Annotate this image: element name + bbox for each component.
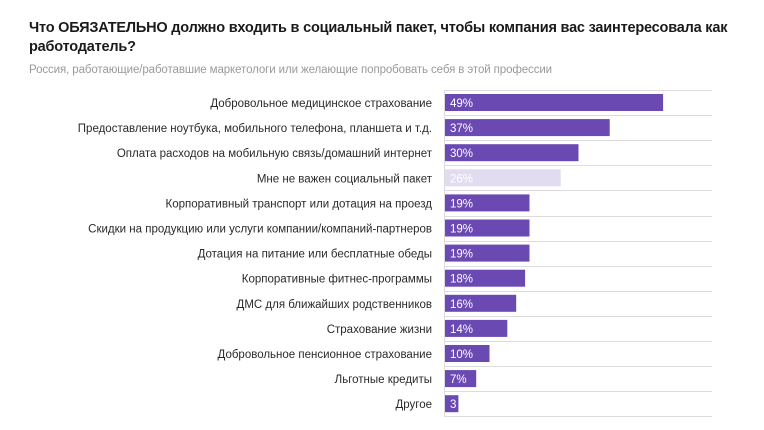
category-label: Страхование жизни bbox=[327, 324, 432, 336]
value-label: 18% bbox=[450, 274, 473, 286]
bar bbox=[445, 345, 490, 362]
bar bbox=[445, 219, 530, 237]
value-label: 37% bbox=[450, 123, 473, 135]
value-label: 19% bbox=[450, 224, 473, 236]
category-label: Другое bbox=[395, 399, 432, 411]
bar bbox=[445, 370, 477, 388]
chart-subtitle: Россия, работающие/работавшие маркетолог… bbox=[29, 64, 553, 76]
value-label: 26% bbox=[450, 173, 473, 185]
value-label: 16% bbox=[450, 299, 473, 311]
grid-layer bbox=[444, 90, 712, 417]
category-label: Добровольное медицинское страхование bbox=[210, 98, 432, 110]
bar bbox=[445, 294, 517, 312]
bar bbox=[445, 119, 610, 137]
category-label: Добровольное пенсионное страхование bbox=[218, 349, 432, 361]
value-label: 3 bbox=[450, 399, 456, 411]
chart-title: Что ОБЯЗАТЕЛЬНО должно входить в социаль… bbox=[29, 20, 728, 55]
category-label: Скидки на продукцию или услуги компании/… bbox=[88, 224, 432, 236]
label-layer: Добровольное медицинское страхование 49% П… bbox=[78, 98, 473, 411]
value-label: 30% bbox=[450, 148, 473, 160]
bar bbox=[445, 94, 664, 111]
value-label: 7% bbox=[450, 374, 467, 386]
value-label: 10% bbox=[450, 349, 473, 361]
value-label: 49% bbox=[450, 98, 473, 110]
value-label: 19% bbox=[450, 198, 473, 210]
category-label: ДМС для ближайших родственников bbox=[237, 299, 432, 311]
category-label: Мне не важен социальный пакет bbox=[257, 173, 433, 185]
bar-layer bbox=[445, 94, 664, 413]
bar bbox=[445, 395, 459, 413]
value-label: 14% bbox=[450, 324, 473, 336]
category-label: Дотация на питание или бесплатные обеды bbox=[198, 249, 432, 261]
category-label: Корпоративные фитнес-программы bbox=[242, 274, 432, 286]
category-label: Предоставление ноутбука, мобильного теле… bbox=[78, 123, 432, 135]
bar bbox=[445, 169, 561, 187]
value-label: 19% bbox=[450, 249, 473, 261]
category-label: Корпоративный транспорт или дотация на п… bbox=[166, 198, 433, 210]
category-label: Льготные кредиты bbox=[335, 374, 432, 386]
bar bbox=[445, 269, 526, 287]
bar bbox=[445, 244, 530, 262]
bar bbox=[445, 319, 508, 337]
bar bbox=[445, 144, 579, 162]
bar bbox=[445, 194, 530, 212]
category-label: Оплата расходов на мобильную связь/домаш… bbox=[117, 148, 433, 160]
